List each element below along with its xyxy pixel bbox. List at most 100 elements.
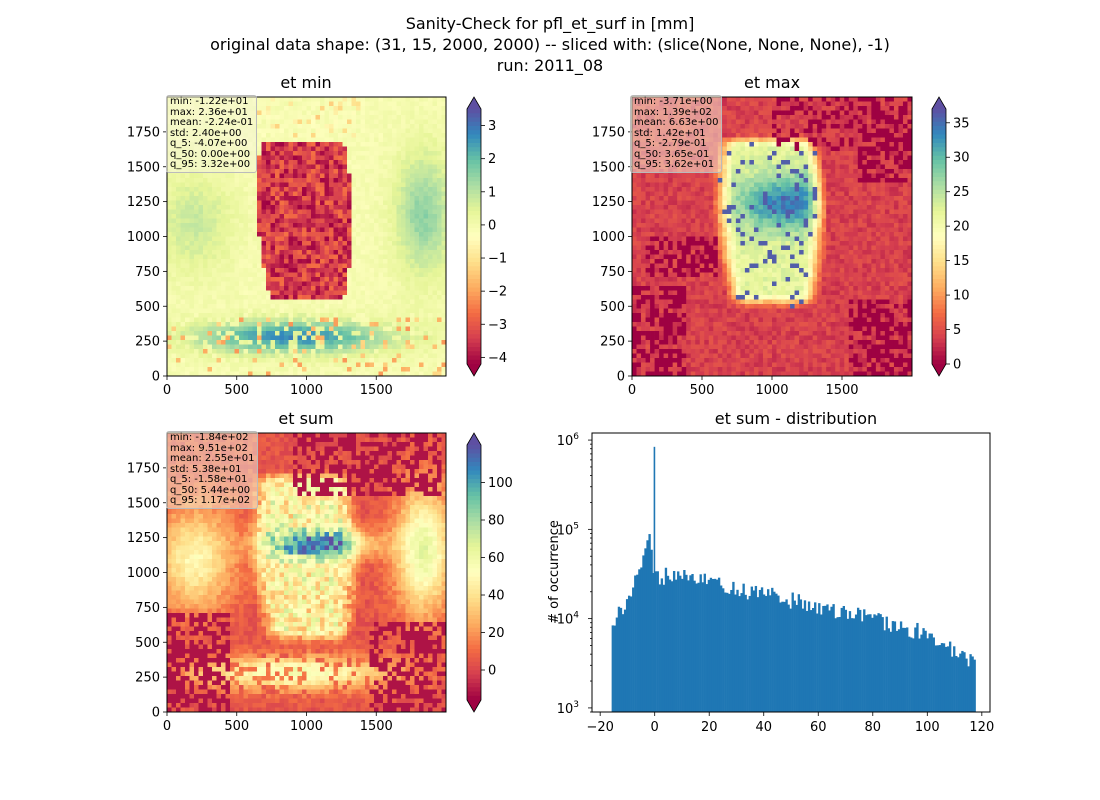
heatmap-cell	[437, 137, 442, 143]
heatmap-cell	[378, 173, 384, 179]
heatmap-cell	[324, 128, 330, 134]
heatmap-cell	[315, 367, 321, 372]
heatmap-cell	[857, 160, 863, 165]
heatmap-cell	[329, 241, 334, 246]
colorbar-segment	[467, 240, 481, 246]
heatmap-cell	[239, 344, 244, 350]
heatmap-cell	[180, 299, 186, 305]
heatmap-cell	[423, 304, 429, 309]
heatmap-cell	[347, 259, 352, 264]
heatmap-cell	[347, 313, 352, 318]
heatmap-cell	[198, 209, 204, 215]
heatmap-cell	[735, 142, 741, 147]
heatmap-cell	[338, 169, 343, 174]
heatmap-cell	[189, 317, 195, 323]
heatmap-cell	[396, 308, 402, 314]
heatmap-cell	[239, 241, 244, 246]
heatmap-cell	[266, 173, 271, 179]
heatmap-cell	[419, 241, 424, 246]
heatmap-cell	[230, 259, 235, 264]
heatmap-cell	[180, 308, 186, 314]
heatmap-cell	[320, 353, 325, 359]
heatmap-cell	[194, 340, 199, 345]
heatmap-cell	[378, 358, 384, 363]
heatmap-cell	[441, 250, 446, 255]
heatmap-cell	[414, 340, 420, 345]
heatmap-cell	[275, 209, 280, 215]
heatmap-cell	[884, 133, 890, 138]
heatmap-cell	[893, 164, 899, 170]
heatmap-cell	[396, 115, 402, 120]
heatmap-cell	[270, 218, 276, 224]
heatmap-cell	[749, 119, 755, 125]
heatmap-cell	[333, 317, 339, 323]
heatmap-cell	[221, 196, 226, 201]
heatmap-cell	[378, 313, 384, 318]
heatmap-cell	[288, 326, 294, 332]
heatmap-cell	[365, 142, 370, 147]
heatmap-cell	[261, 326, 267, 332]
heatmap-cell	[198, 326, 204, 332]
heatmap-cell	[437, 223, 442, 228]
heatmap-cell	[437, 268, 442, 273]
heatmap-cell	[261, 218, 267, 224]
colorbar-segment	[467, 185, 481, 191]
heatmap-cell	[794, 155, 800, 161]
heatmap-cell	[261, 182, 267, 188]
heatmap-cell	[333, 326, 339, 332]
heatmap-cell	[176, 263, 181, 269]
heatmap-cell	[392, 227, 397, 233]
heatmap-cell	[171, 263, 177, 269]
heatmap-cell	[248, 304, 253, 309]
heatmap-cell	[306, 227, 312, 233]
heatmap-cell	[252, 259, 258, 264]
heatmap-cell	[441, 245, 446, 251]
heatmap-cell	[311, 187, 316, 192]
heatmap-cell	[176, 268, 181, 273]
heatmap-cell	[288, 250, 294, 255]
heatmap-cell	[740, 146, 746, 152]
heatmap-cell	[441, 133, 446, 138]
heatmap-cell	[428, 335, 433, 341]
colorbar-segment	[467, 121, 481, 127]
heatmap-cell	[270, 97, 276, 102]
heatmap-cell	[284, 290, 289, 296]
heatmap-cell	[889, 146, 895, 152]
heatmap-cell	[275, 277, 280, 282]
heatmap-cell	[167, 349, 172, 354]
heatmap-cell	[414, 101, 420, 107]
heatmap-cell	[740, 106, 746, 111]
heatmap-cell	[293, 124, 298, 129]
heatmap-cell	[396, 110, 402, 116]
heatmap-cell	[378, 304, 384, 309]
heatmap-cell	[320, 133, 325, 138]
heatmap-cell	[857, 115, 863, 120]
heatmap-cell	[176, 241, 181, 246]
heatmap-cell	[405, 367, 411, 372]
heatmap-cell	[432, 205, 438, 210]
heatmap-cell	[781, 164, 786, 170]
heatmap-cell	[311, 317, 316, 323]
heatmap-cell	[171, 254, 177, 260]
heatmap-cell	[392, 223, 397, 228]
heatmap-cell	[871, 137, 877, 143]
heatmap-cell	[753, 169, 759, 174]
heatmap-cell	[758, 119, 764, 125]
heatmap-cell	[189, 367, 195, 372]
heatmap-cell	[356, 110, 361, 116]
heatmap-cell	[315, 209, 321, 215]
heatmap-cell	[198, 236, 204, 242]
heatmap-cell	[812, 146, 818, 152]
heatmap-cell	[423, 259, 429, 264]
heatmap-cell	[423, 263, 429, 269]
heatmap-cell	[167, 200, 172, 206]
heatmap-cell	[189, 268, 195, 273]
heatmap-cell	[803, 155, 809, 161]
heatmap-cell	[862, 155, 868, 161]
heatmap-cell	[338, 128, 343, 134]
heatmap-cell	[320, 214, 325, 219]
heatmap-cell	[212, 308, 217, 314]
heatmap-cell	[239, 178, 244, 183]
heatmap-cell	[401, 245, 406, 251]
heatmap-cell	[383, 173, 388, 179]
